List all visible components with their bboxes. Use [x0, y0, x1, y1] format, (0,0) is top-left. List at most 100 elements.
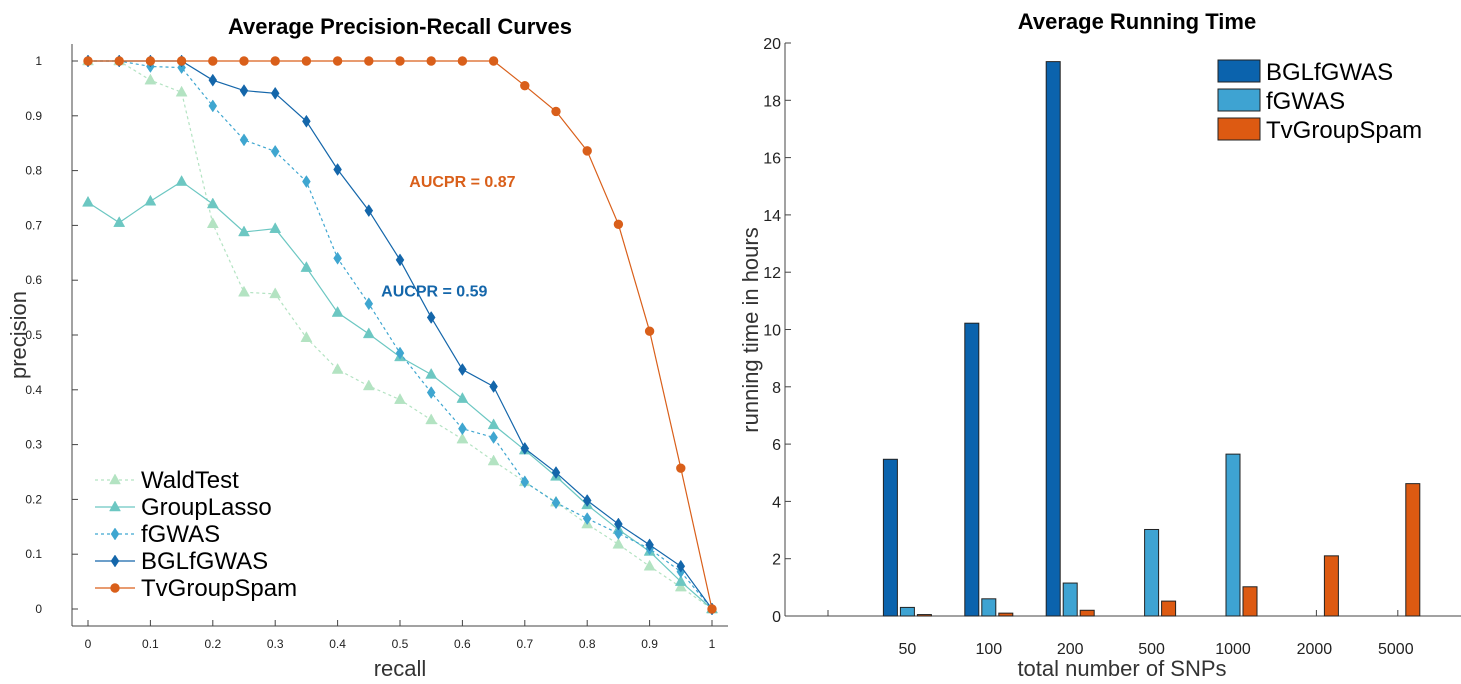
pr-point-bglfgwas	[676, 559, 686, 573]
pr-y-tick-label: 0.9	[25, 109, 42, 123]
pr-point-tvgroupspam	[520, 80, 530, 91]
rt-bar-bglfgwas	[882, 458, 898, 617]
pr-point-bglfgwas	[333, 163, 342, 176]
rt-x-tick-label: 100	[975, 641, 1002, 658]
pr-point-tvgroupspam	[364, 56, 374, 66]
rt-legend-label: TvGroupSpam	[1266, 117, 1422, 144]
rt-legend-swatch-bglfgwas	[1217, 59, 1261, 83]
rt-legend-swatch-tvgroupspam	[1217, 117, 1261, 141]
pr-x-tick-label: 0.7	[516, 637, 533, 651]
pr-point-grouplasso	[82, 195, 94, 207]
pr-x-tick-label: 0	[85, 637, 92, 651]
pr-x-tick-label: 0.2	[204, 637, 221, 651]
pr-point-bglfgwas	[239, 84, 249, 98]
pr-point-waldtest	[456, 432, 469, 444]
pr-point-waldtest	[612, 537, 625, 549]
pr-point-tvgroupspam	[426, 56, 436, 66]
pr-point-tvgroupspam	[707, 604, 717, 614]
rt-x-tick-label: 2000	[1297, 641, 1333, 658]
pr-point-waldtest	[206, 217, 219, 229]
pr-point-waldtest	[674, 580, 687, 592]
pr-point-grouplasso	[456, 392, 469, 403]
pr-y-tick-label: 0.5	[25, 328, 42, 342]
pr-point-grouplasso	[674, 575, 687, 586]
rt-y-tick-label: 4	[772, 494, 781, 511]
rt-bar-tvgroupspam	[916, 614, 932, 617]
pr-point-fgwas	[239, 133, 249, 147]
rt-bars-group	[882, 61, 1421, 617]
rt-x-tick-label: 50	[899, 641, 917, 658]
pr-point-tvgroupspam	[676, 463, 686, 473]
pr-point-fgwas	[582, 512, 592, 526]
pr-point-tvgroupspam	[551, 106, 561, 117]
pr-point-tvgroupspam	[83, 56, 93, 66]
pr-legend: WaldTestGroupLassofGWASBGLfGWASTvGroupSp…	[95, 467, 297, 602]
aucpr-annotation-tvgroupspam: AUCPR = 0.87	[409, 174, 515, 191]
rt-x-tick-label: 200	[1057, 641, 1084, 658]
pr-point-grouplasso	[113, 216, 126, 227]
pr-y-tick-label: 0.3	[25, 438, 42, 452]
pr-x-tick-label: 0.6	[454, 637, 471, 651]
pr-point-grouplasso	[331, 306, 344, 317]
rt-bar-tvgroupspam	[1242, 586, 1258, 617]
pr-legend-label: BGLfGWAS	[141, 548, 268, 575]
pr-point-grouplasso	[487, 418, 500, 430]
pr-y-tick-label: 0.6	[25, 273, 42, 287]
rt-legend-swatch-fgwas	[1217, 88, 1261, 112]
rt-x-tick-label: 5000	[1378, 641, 1414, 658]
pr-point-bglfgwas	[551, 466, 561, 479]
pr-point-fgwas	[208, 99, 218, 113]
pr-point-grouplasso	[269, 222, 282, 233]
rt-bar-fgwas	[1062, 582, 1078, 617]
rt-bar-bglfgwas	[1045, 61, 1061, 617]
pr-legend-marker-bglfgwas	[110, 554, 120, 568]
pr-point-waldtest	[425, 413, 438, 425]
pr-x-tick-label: 0.5	[392, 637, 409, 651]
pr-x-axis-label: recall	[374, 656, 427, 681]
pr-y-tick-label: 0.1	[25, 547, 42, 561]
rt-x-axis-label: total number of SNPs	[1017, 656, 1226, 681]
rt-legend-label: BGLfGWAS	[1266, 59, 1393, 86]
pr-point-fgwas	[177, 61, 186, 75]
rt-bar-fgwas	[1225, 453, 1241, 617]
pr-point-bglfgwas	[395, 253, 405, 267]
rt-bar-bglfgwas	[964, 322, 980, 617]
pr-point-fgwas	[458, 422, 467, 436]
rt-legend-label: fGWAS	[1266, 88, 1345, 115]
pr-point-tvgroupspam	[644, 326, 655, 336]
pr-point-fgwas	[395, 346, 405, 360]
rt-x-tick-label: 1000	[1215, 641, 1251, 658]
pr-x-tick-label: 0.9	[641, 637, 658, 651]
pr-point-bglfgwas	[208, 73, 218, 87]
rt-y-tick-label: 0	[772, 609, 781, 626]
pr-point-tvgroupspam	[301, 56, 312, 66]
pr-point-fgwas	[270, 144, 280, 158]
pr-point-bglfgwas	[645, 538, 654, 552]
rt-y-axis-label: running time in hours	[738, 227, 763, 432]
pr-y-tick-label: 0	[35, 602, 42, 616]
pr-x-tick-label: 0.3	[267, 637, 284, 651]
pr-point-fgwas	[489, 431, 498, 444]
pr-point-tvgroupspam	[208, 56, 218, 66]
pr-point-grouplasso	[144, 194, 157, 206]
pr-point-grouplasso	[238, 225, 250, 237]
rt-bar-tvgroupspam	[1161, 600, 1177, 617]
pr-axes: 0 0.1 0.2 0.3 0.4 0.5 0.6 0.7 0.8 0.9 1 0 0.1 0.2 0.3 0…	[25, 44, 728, 651]
pr-point-fgwas	[614, 526, 623, 540]
pr-point-tvgroupspam	[239, 56, 249, 66]
pr-series-group	[82, 54, 718, 616]
pr-point-bglfgwas	[302, 114, 311, 128]
rt-y-tick-label: 16	[763, 151, 781, 168]
pr-point-waldtest	[144, 73, 157, 85]
rt-bar-tvgroupspam	[1323, 555, 1339, 617]
pr-point-waldtest	[331, 363, 344, 374]
rt-bar-tvgroupspam	[1405, 483, 1421, 617]
pr-point-grouplasso	[300, 261, 313, 272]
pr-point-tvgroupspam	[270, 56, 280, 66]
pr-point-tvgroupspam	[488, 56, 499, 66]
pr-point-fgwas	[520, 475, 530, 489]
pr-point-grouplasso	[206, 197, 219, 209]
pr-point-fgwas	[364, 297, 374, 311]
pr-point-bglfgwas	[489, 380, 498, 393]
